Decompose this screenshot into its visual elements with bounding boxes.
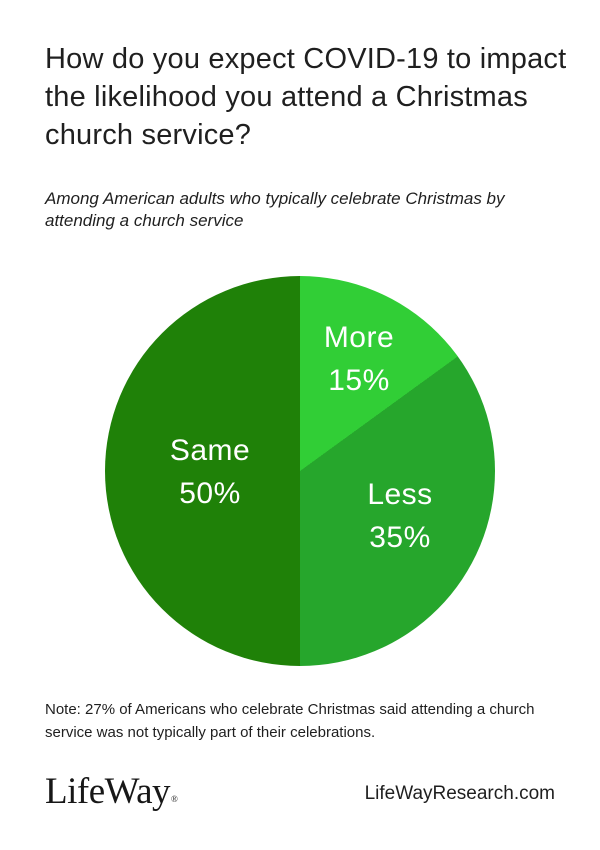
page-subtitle: Among American adults who typically cele… bbox=[45, 189, 505, 230]
slice-more-name: More bbox=[323, 321, 395, 354]
lifeway-logo: LifeWay® bbox=[45, 770, 178, 822]
slice-more-value: 15% bbox=[328, 364, 390, 397]
page-title: How do you expect COVID-19 to impact the… bbox=[45, 43, 567, 151]
lifeway-logo-text: LifeWay bbox=[45, 771, 171, 812]
pie-chart: More 15% Same 50% Less 35% bbox=[105, 276, 495, 666]
footnote: Note: 27% of Americans who celebrate Chr… bbox=[45, 701, 535, 741]
slice-less-value: 35% bbox=[369, 521, 431, 554]
slice-less-name: Less bbox=[367, 478, 433, 511]
slice-same-value: 50% bbox=[179, 477, 241, 510]
slice-same-name: Same bbox=[169, 434, 251, 467]
pie-slice-label-less: Less 35% bbox=[367, 473, 432, 559]
registered-trademark-icon: ® bbox=[171, 794, 178, 804]
pie-slice-label-same: Same 50% bbox=[170, 429, 250, 515]
pie-slice-label-more: More 15% bbox=[324, 316, 394, 402]
website-url: LifeWayResearch.com bbox=[364, 783, 555, 804]
